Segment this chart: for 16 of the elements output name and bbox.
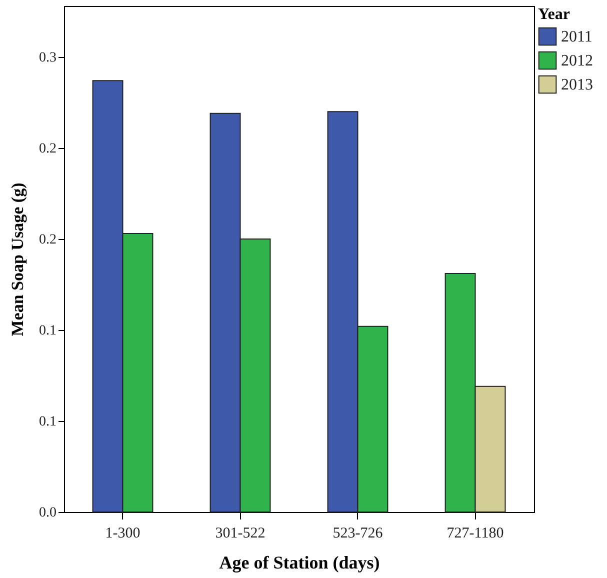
- y-tick-label: 0.1: [39, 414, 56, 430]
- y-tick-label: 0.2: [39, 141, 56, 156]
- y-tick-label: 0.1: [39, 323, 56, 338]
- x-tick-label: 301-522: [215, 526, 266, 542]
- legend-label: 2011: [561, 28, 592, 46]
- legend-label: 2013: [561, 76, 593, 94]
- x-tick-label: 523-726: [332, 526, 384, 542]
- y-tick-label: 0.0: [39, 506, 56, 520]
- x-tick-label: 727-1180: [446, 526, 504, 542]
- y-tick-label: 0.2: [39, 232, 56, 248]
- legend-label: 2012: [561, 52, 593, 70]
- y-axis-title: Mean Soap Usage (g): [8, 182, 27, 336]
- legend-title: Year: [538, 6, 570, 23]
- x-tick-label: 1-300: [105, 526, 140, 542]
- x-axis-title: Age of Station (days): [219, 552, 380, 572]
- y-tick-label: 0.3: [39, 50, 56, 66]
